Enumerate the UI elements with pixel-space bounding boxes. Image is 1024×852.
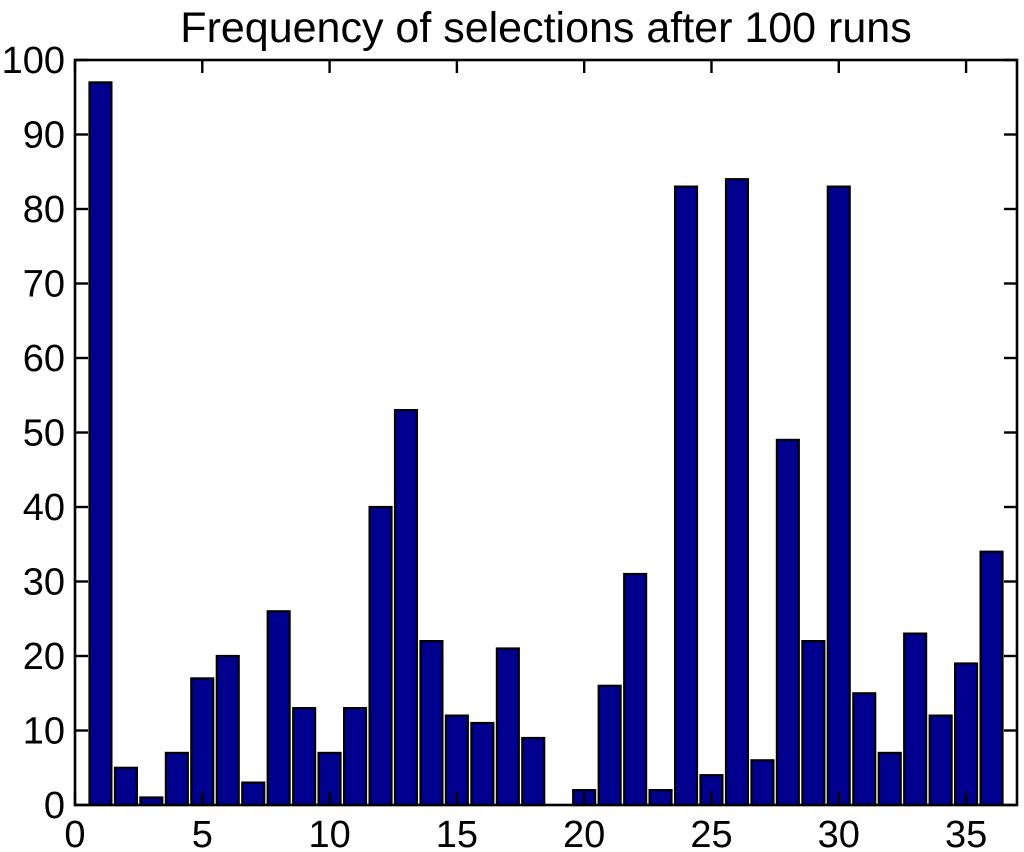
bar [343, 706, 368, 807]
x-tick-label: 35 [945, 814, 987, 852]
x-tick-label: 25 [690, 814, 732, 852]
y-tick-label: 10 [23, 711, 65, 753]
bar [113, 766, 138, 807]
bar [88, 81, 113, 807]
bar [826, 185, 851, 807]
x-tick-label: 20 [563, 814, 605, 852]
bar [215, 654, 240, 807]
bar [801, 639, 826, 807]
bar [164, 751, 189, 807]
y-tick-label: 100 [2, 40, 65, 82]
bar [673, 185, 699, 807]
x-tick-label: 5 [192, 814, 213, 852]
bars-layer [88, 81, 1004, 807]
bar [266, 610, 291, 807]
y-tick-label: 0 [44, 785, 65, 827]
bar [852, 692, 877, 807]
bar [928, 714, 953, 807]
y-tick-label: 70 [23, 264, 65, 306]
bar [190, 677, 215, 807]
bar [775, 438, 800, 807]
bar [623, 572, 648, 807]
bar [597, 684, 622, 807]
bar [903, 632, 928, 807]
bar [979, 550, 1004, 807]
bar [241, 781, 266, 807]
bar [368, 505, 393, 807]
bar [292, 706, 317, 807]
y-tick-label: 50 [23, 413, 65, 455]
x-tick-label: 0 [64, 814, 85, 852]
chart-title: Frequency of selections after 100 runs [180, 4, 911, 52]
y-tick-label: 90 [23, 115, 65, 157]
y-tick-label: 30 [23, 562, 65, 604]
x-tick-label: 30 [818, 814, 860, 852]
bar [521, 736, 546, 807]
axes-layer: 0 5 10 15 20 25 30 35 0 10 20 30 40 50 60 70 80 90 100 [2, 40, 1019, 852]
x-tick-label: 10 [308, 814, 350, 852]
bar [470, 721, 495, 807]
bar [495, 647, 520, 807]
bar [724, 178, 749, 807]
bar [393, 409, 418, 807]
bar [444, 714, 469, 807]
y-tick-label: 20 [23, 636, 65, 678]
bar [419, 639, 444, 807]
bar [953, 662, 979, 807]
y-tick-label: 40 [23, 487, 65, 529]
bar [648, 788, 673, 807]
y-tick-label: 60 [23, 338, 65, 380]
x-tick-label: 15 [436, 814, 478, 852]
bar [750, 759, 775, 807]
bar [877, 751, 902, 807]
y-tick-label: 80 [23, 189, 65, 231]
